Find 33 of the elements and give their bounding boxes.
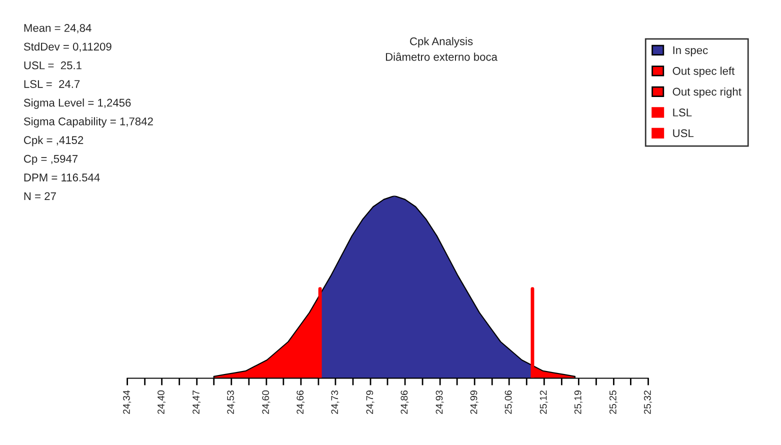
text: Cp = ,5947 (24, 154, 78, 165)
x-tick-label: 24,93 (436, 390, 444, 414)
x-tick-label: 25,06 (504, 390, 513, 414)
x-tick-label: 24,73 (331, 390, 340, 414)
text: Mean = 24,84 (24, 24, 92, 34)
x-tick-label: 25,19 (574, 390, 582, 414)
text: USL = 25.1 (24, 61, 82, 70)
text: LSL = 24.7 (24, 80, 80, 88)
text: DPM = 116.544 (24, 174, 100, 182)
legend-label: In spec (673, 46, 708, 56)
legend-label: Out spec left (672, 66, 735, 78)
text: Cpk = ,4152 (24, 136, 84, 146)
legend-label: Out spec right (672, 87, 742, 98)
x-tick-label: 24,86 (400, 390, 409, 414)
x-tick-label: 25,25 (609, 390, 618, 414)
x-tick-label: 24,66 (296, 390, 305, 414)
text: Sigma Level = 1,2456 (24, 98, 131, 109)
x-tick-label: 24,60 (262, 390, 270, 414)
x-tick-label: 24,99 (470, 390, 478, 414)
text: StdDev = 0,11209 (24, 42, 112, 52)
legend-label: USL (673, 129, 694, 138)
text: Sigma Capability = 1,7842 (24, 117, 153, 128)
legend-label: LSL (673, 108, 692, 116)
x-tick-label: 24,34 (123, 390, 132, 414)
x-tick-label: 25,32 (644, 390, 652, 414)
x-tick-label: 24,47 (192, 390, 201, 414)
x-tick-label: 24,53 (227, 390, 236, 414)
text: N = 27 (24, 192, 56, 200)
x-tick-label: 24,79 (366, 390, 374, 414)
x-tick-label: 25,12 (540, 390, 548, 414)
chart-subtitle: Diâmetro externo boca (386, 52, 498, 61)
chart-title: Cpk Analysis (410, 37, 473, 48)
x-tick-label: 24,40 (158, 390, 166, 414)
